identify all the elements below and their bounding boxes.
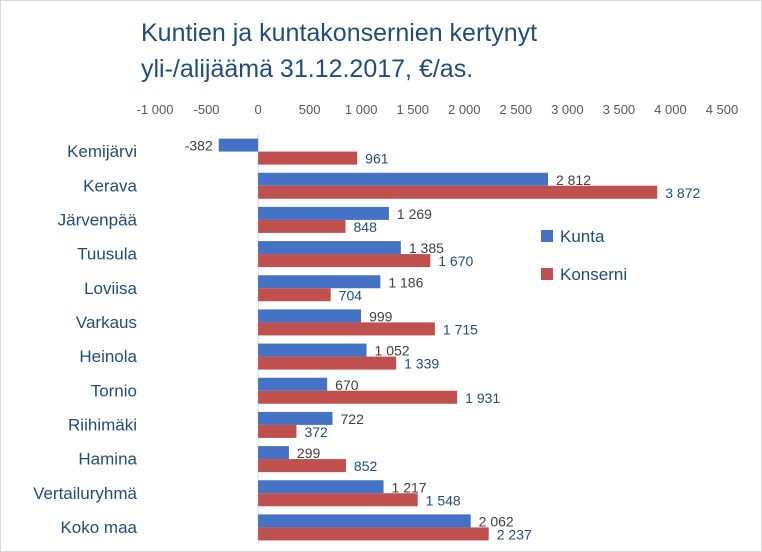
chart-title-line-2: yli-/alijäämä 31.12.2017, €/as.	[141, 55, 474, 83]
x-tick-label: 2 500	[500, 102, 533, 117]
category-label: Varkaus	[76, 313, 137, 332]
x-tick-label: 3 000	[551, 102, 584, 117]
bar-kunta	[258, 172, 548, 186]
bar-konserni	[258, 254, 431, 268]
bar-konserni	[258, 185, 658, 199]
bar-konserni	[258, 527, 489, 541]
category-label: Kemijärvi	[67, 142, 137, 161]
data-label-konserni: 3 872	[665, 185, 700, 201]
data-label-kunta: 2 812	[556, 172, 591, 188]
bar-kunta	[258, 275, 381, 289]
x-tick-label: 4 000	[654, 102, 687, 117]
bar-konserni	[258, 493, 418, 507]
bar-kunta	[258, 480, 384, 494]
x-tick-label: -500	[194, 102, 220, 117]
data-label-kunta: 1 269	[397, 206, 432, 222]
legend-label-kunta: Kunta	[560, 227, 605, 246]
data-label-kunta: -382	[185, 138, 213, 154]
data-label-kunta: 722	[341, 411, 365, 427]
category-label: Tuusula	[77, 245, 137, 264]
legend-label-konserni: Konserni	[560, 265, 627, 284]
bar-kunta	[258, 446, 289, 460]
bar-kunta	[258, 343, 367, 357]
category-label: Koko maa	[60, 518, 137, 537]
x-tick-label: 0	[254, 102, 261, 117]
bar-konserni	[258, 322, 435, 336]
data-label-kunta: 999	[369, 308, 393, 324]
data-label-konserni: 1 339	[404, 356, 439, 372]
category-label: Tornio	[91, 381, 137, 400]
bar-kunta	[258, 206, 389, 220]
category-label: Järvenpää	[58, 210, 138, 229]
bar-konserni	[258, 459, 346, 473]
bar-konserni	[258, 288, 331, 302]
bar-kunta	[258, 514, 471, 528]
x-tick-label: 1 500	[396, 102, 429, 117]
data-label-kunta: 1 186	[388, 274, 423, 290]
x-tick-label: 2 000	[448, 102, 481, 117]
data-label-konserni: 1 670	[438, 253, 473, 269]
category-label: Loviisa	[84, 279, 137, 298]
x-tick-label: 4 500	[706, 102, 739, 117]
bar-konserni	[258, 356, 397, 370]
x-tick-label: 1 000	[345, 102, 378, 117]
bar-kunta	[258, 377, 328, 391]
bar-konserni	[258, 424, 297, 438]
data-label-konserni: 961	[365, 151, 389, 167]
category-label: Vertailuryhmä	[33, 484, 137, 503]
data-label-konserni: 1 548	[426, 492, 461, 508]
data-label-konserni: 848	[354, 219, 378, 235]
legend-swatch-konserni	[541, 268, 553, 280]
x-tick-label: 3 500	[603, 102, 636, 117]
x-tick-label: 500	[299, 102, 321, 117]
data-label-konserni: 2 237	[497, 526, 532, 542]
bar-konserni	[258, 151, 358, 165]
data-label-konserni: 1 931	[465, 390, 500, 406]
legend-swatch-kunta	[541, 230, 553, 242]
category-label: Heinola	[79, 347, 137, 366]
bar-konserni	[258, 390, 458, 404]
data-label-kunta: 1 385	[409, 240, 444, 256]
x-tick-label: -1 000	[137, 102, 174, 117]
data-label-konserni: 704	[339, 287, 363, 303]
data-label-konserni: 852	[354, 458, 378, 474]
category-label: Hamina	[78, 450, 137, 469]
data-label-kunta: 1 052	[375, 343, 410, 359]
data-label-kunta: 2 062	[479, 513, 514, 529]
bar-kunta	[218, 138, 259, 152]
bar-kunta	[258, 411, 333, 425]
data-label-kunta: 299	[297, 445, 321, 461]
chart-title-line-1: Kuntien ja kuntakonsernien kertynyt	[141, 19, 538, 47]
data-label-kunta: 1 217	[392, 479, 427, 495]
bar-konserni	[258, 219, 346, 233]
bar-kunta	[258, 241, 401, 255]
bar-kunta	[258, 309, 362, 323]
data-label-konserni: 1 715	[443, 321, 478, 337]
chart-title: Kuntien ja kuntakonsernien kertynyt yli-…	[141, 15, 537, 87]
category-label: Kerava	[83, 176, 137, 195]
category-label: Riihimäki	[68, 415, 137, 434]
data-label-kunta: 670	[335, 377, 359, 393]
data-label-konserni: 372	[304, 424, 328, 440]
